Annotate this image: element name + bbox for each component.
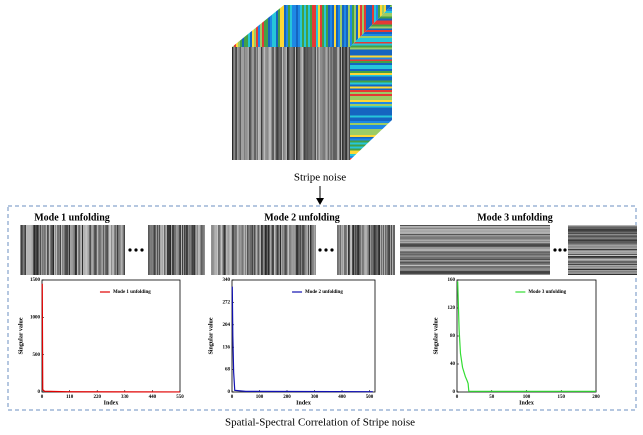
y-tick-label: 80	[450, 334, 456, 339]
panel-title: Mode 3 unfolding	[477, 212, 553, 223]
x-tick-label: 50	[489, 395, 495, 400]
caption: Spatial-Spectral Correlation of Stripe n…	[225, 417, 415, 429]
x-tick-label: 550	[176, 395, 184, 400]
ellipsis	[128, 248, 567, 252]
plot-frame	[456, 279, 597, 393]
legend-label: Mode 2 unfolding	[305, 290, 343, 295]
y-tick-label: 272	[223, 301, 231, 306]
legend-label: Mode 3 unfolding	[528, 290, 566, 295]
x-tick-label: 500	[366, 395, 374, 400]
x-tick-label: 150	[558, 395, 566, 400]
dashed-box	[7, 205, 637, 411]
panel-title: Mode 2 unfolding	[264, 212, 340, 223]
y-tick-label: 68	[225, 368, 231, 373]
data-line	[41, 283, 181, 393]
data-line	[457, 281, 596, 392]
unfolding-image	[211, 225, 316, 275]
unfolding-image	[148, 225, 205, 275]
x-tick-label: 0	[231, 395, 234, 400]
data-line	[231, 286, 373, 393]
y-axis-label: Singular value	[18, 317, 24, 354]
y-tick-label: 0	[38, 390, 41, 395]
y-tick-label: 204	[223, 323, 231, 328]
y-axis-label: Singular value	[433, 317, 439, 354]
panel-title: Mode 1 unfolding	[34, 212, 110, 223]
y-tick-label: 1500	[30, 278, 41, 283]
unfolding-image	[568, 225, 637, 275]
unfolding-image	[337, 225, 395, 275]
x-axis-label: Index	[296, 400, 311, 406]
plot-frame	[231, 279, 376, 393]
x-tick-label: 400	[338, 395, 346, 400]
cube-front	[232, 47, 350, 160]
y-tick-label: 40	[450, 362, 456, 367]
cube-label: Stripe noise	[294, 172, 346, 184]
x-tick-label: 300	[311, 395, 319, 400]
x-tick-label: 110	[66, 395, 74, 400]
y-tick-label: 136	[223, 345, 231, 350]
cube-top	[232, 5, 392, 47]
y-tick-label: 120	[448, 306, 456, 311]
x-tick-label: 330	[121, 395, 129, 400]
legend-label: Mode 1 unfolding	[113, 290, 151, 295]
x-tick-label: 0	[41, 395, 44, 400]
y-tick-label: 340	[223, 278, 231, 283]
x-axis-label: Index	[519, 400, 534, 406]
arrow-head	[316, 198, 324, 205]
y-tick-label: 1000	[30, 315, 41, 320]
unfolding-image	[400, 225, 550, 275]
x-tick-label: 200	[592, 395, 600, 400]
y-tick-label: 0	[453, 390, 456, 395]
y-axis-label: Singular value	[208, 317, 214, 354]
x-tick-label: 200	[283, 395, 291, 400]
x-tick-label: 100	[523, 395, 531, 400]
y-tick-label: 500	[33, 353, 41, 358]
x-tick-label: 100	[256, 395, 264, 400]
x-axis-label: Index	[104, 400, 119, 406]
x-tick-label: 220	[93, 395, 101, 400]
plot-frame	[41, 279, 181, 393]
x-tick-label: 0	[456, 395, 459, 400]
x-tick-label: 440	[149, 395, 157, 400]
unfolding-image	[20, 225, 125, 275]
y-tick-label: 160	[448, 278, 456, 283]
y-tick-label: 0	[228, 390, 231, 395]
cube-side	[350, 5, 392, 160]
